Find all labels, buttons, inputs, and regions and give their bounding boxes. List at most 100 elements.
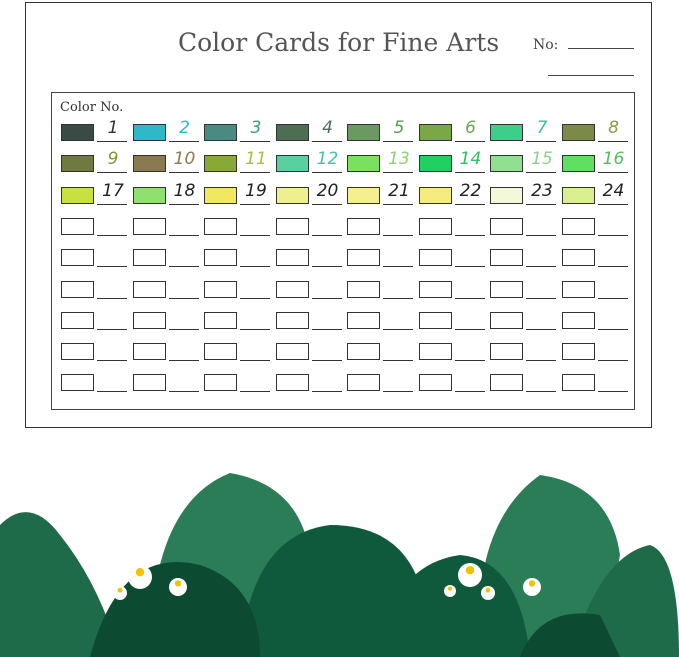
empty-swatch-cell — [490, 217, 560, 238]
empty-swatch-cell — [490, 343, 560, 363]
number-underline — [168, 328, 199, 330]
number-underline — [454, 141, 485, 142]
empty-swatch-cell — [61, 374, 131, 394]
empty-swatch-cell — [61, 311, 131, 332]
leaf-shape — [0, 512, 120, 657]
empty-swatch-cell — [347, 280, 417, 301]
swatch-cell-2: 2 — [132, 118, 203, 144]
color-swatch — [347, 374, 380, 392]
color-number: 1 — [107, 118, 119, 138]
color-swatch — [275, 186, 309, 204]
swatch-cell-20: 20 — [275, 181, 346, 207]
empty-swatch-cell — [490, 280, 560, 301]
empty-swatch-cell — [561, 249, 632, 269]
color-swatch — [61, 155, 94, 173]
color-number: 19 — [245, 180, 267, 201]
color-swatch — [275, 249, 309, 267]
color-swatch — [132, 280, 166, 298]
color-swatch — [561, 155, 595, 173]
number-underline — [168, 391, 199, 393]
number-underline — [168, 141, 199, 142]
color-swatch — [418, 217, 452, 235]
empty-swatch-cell — [347, 374, 417, 394]
color-swatch — [418, 186, 452, 204]
number-underline — [526, 172, 556, 174]
number-underline — [240, 234, 270, 236]
swatch-cell-7: 7 — [490, 118, 560, 144]
number-underline — [454, 328, 485, 330]
number-underline — [597, 328, 628, 330]
swatch-cell-1: 1 — [61, 118, 131, 144]
flower-bud — [444, 585, 456, 597]
color-swatch — [561, 124, 595, 141]
swatch-cell-8: 8 — [561, 118, 632, 144]
color-swatch — [204, 186, 237, 204]
flower-center — [135, 568, 145, 577]
empty-swatch-cell — [275, 343, 346, 363]
number-underline — [526, 297, 556, 299]
number-underline — [526, 360, 556, 362]
number-underline — [311, 266, 342, 268]
number-underline — [168, 203, 199, 205]
color-swatch — [132, 249, 166, 267]
number-underline — [526, 141, 556, 142]
color-swatch — [204, 124, 237, 141]
number-underline — [168, 266, 199, 268]
flower-center — [485, 587, 491, 593]
leaf-shape — [240, 525, 430, 657]
color-card — [25, 2, 652, 428]
empty-swatch-cell — [132, 311, 203, 332]
number-underline — [97, 360, 127, 362]
color-number: 2 — [179, 118, 190, 138]
empty-swatch-cell — [132, 217, 203, 238]
color-number: 22 — [459, 180, 482, 201]
number-underline — [597, 297, 628, 299]
color-swatch — [275, 155, 309, 173]
number-underline — [311, 172, 342, 174]
empty-swatch-cell — [418, 374, 489, 394]
color-number: 3 — [250, 118, 262, 138]
empty-swatch-cell — [132, 343, 203, 363]
number-line-2 — [548, 75, 634, 76]
empty-swatch-cell — [275, 311, 346, 332]
empty-swatch-cell — [204, 311, 274, 332]
empty-swatch-cell — [490, 374, 560, 394]
color-number: 12 — [316, 149, 339, 170]
number-underline — [311, 141, 342, 142]
empty-swatch-cell — [61, 343, 131, 363]
number-underline — [168, 297, 199, 299]
color-swatch — [561, 186, 595, 204]
empty-swatch-cell — [204, 374, 274, 394]
color-swatch — [490, 249, 523, 267]
color-number: 8 — [608, 118, 619, 138]
number-underline — [311, 360, 342, 362]
color-swatch — [490, 280, 523, 298]
empty-swatch-cell — [347, 249, 417, 269]
number-underline — [383, 297, 413, 299]
number-underline — [526, 328, 556, 330]
empty-swatch-cell — [275, 280, 346, 301]
empty-swatch-cell — [204, 217, 274, 238]
color-swatch — [204, 280, 237, 298]
number-underline — [597, 234, 628, 236]
swatch-cell-19: 19 — [204, 181, 274, 207]
flower-bud — [481, 586, 495, 600]
color-number: 11 — [245, 149, 267, 170]
swatch-cell-21: 21 — [347, 181, 417, 207]
number-underline — [383, 234, 413, 236]
color-swatch — [561, 374, 595, 392]
empty-swatch-cell — [132, 280, 203, 301]
empty-swatch-cell — [132, 249, 203, 269]
color-number: 23 — [531, 180, 553, 201]
color-swatch — [347, 280, 380, 298]
number-underline — [168, 360, 199, 362]
swatch-cell-13: 13 — [347, 149, 417, 175]
color-swatch — [561, 217, 595, 235]
color-swatch — [347, 249, 380, 267]
color-swatch — [347, 186, 380, 204]
color-swatch — [490, 124, 523, 141]
number-underline — [311, 391, 342, 393]
color-swatch — [561, 343, 595, 361]
color-swatch — [275, 374, 309, 392]
number-underline — [526, 234, 556, 236]
